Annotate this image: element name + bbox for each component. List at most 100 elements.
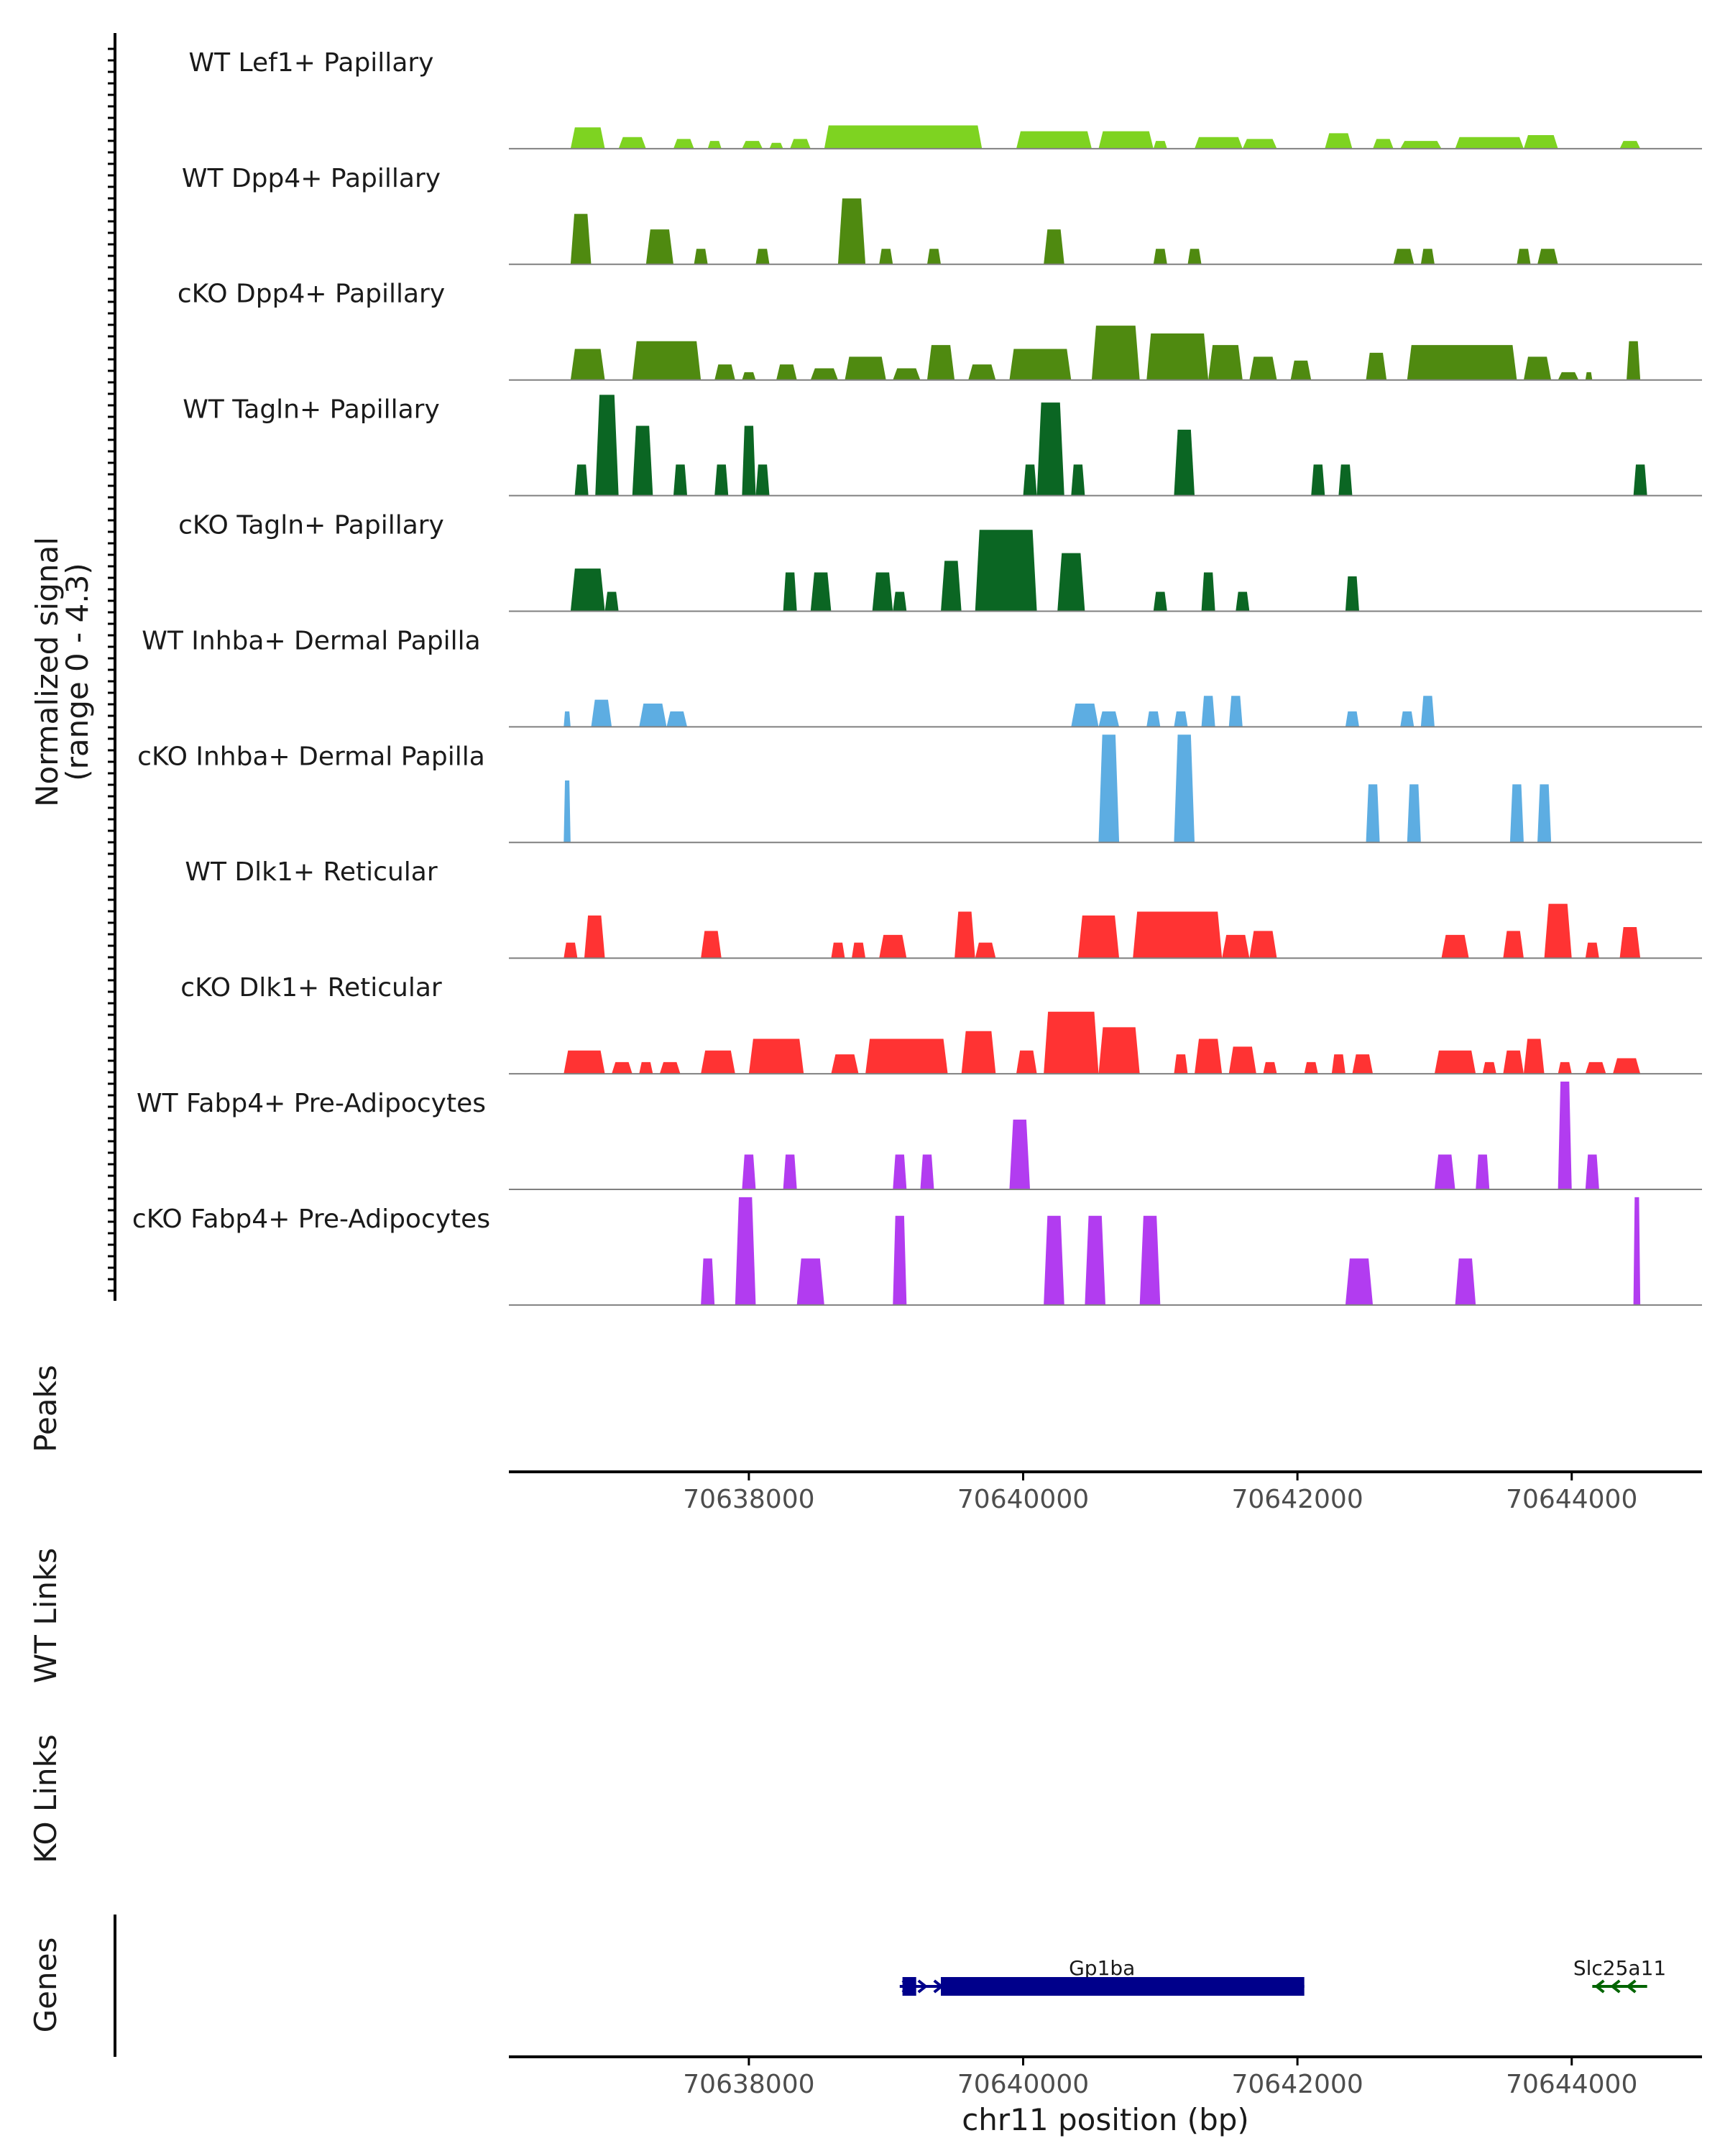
signal-peak (1263, 1061, 1277, 1074)
coverage-tracks: WT Lef1+ Papillary WT Dpp4+ Papillary cKO … (132, 48, 1702, 1306)
signal-peak (1057, 553, 1085, 612)
signal-peak (1558, 1082, 1572, 1189)
strand-arrow (933, 1979, 944, 1994)
signal-peak (1585, 372, 1593, 380)
genes-track-label: Genes (28, 1938, 63, 2033)
track-6: cKO Inhba+ Dermal Papilla (137, 734, 1702, 844)
signal-peak (1633, 1197, 1641, 1305)
peaks-x-axis-ticks: 70638000 70640000 70642000 70644000 (683, 1472, 1637, 1514)
signal-peak (742, 425, 756, 496)
strand-arrow (1186, 1979, 1197, 1994)
track-label: cKO Dlk1+ Reticular (180, 973, 442, 1003)
signal-peak (742, 372, 756, 380)
signal-peak (1509, 784, 1524, 843)
signal-peak (1400, 141, 1442, 149)
signal-peak (1544, 903, 1572, 959)
gene-exon (941, 1977, 1305, 1996)
signal-peak (574, 464, 589, 496)
signal-peak (564, 780, 571, 843)
signal-peak (1228, 1046, 1256, 1074)
signal-peak (1523, 356, 1552, 380)
signal-peak (831, 942, 845, 959)
signal-peak (954, 911, 975, 959)
track-label: cKO Inhba+ Dermal Papilla (137, 742, 485, 771)
track-label: WT Dpp4+ Papillary (182, 164, 441, 193)
signal-peak (570, 349, 605, 380)
wt-links-label: WT Links (28, 1548, 63, 1683)
strand-arrow (965, 1979, 975, 1994)
track-label: cKO Fabp4+ Pre-Adipocytes (132, 1204, 490, 1234)
x-tick-label: 70644000 (1506, 1485, 1637, 1514)
signal-peak (1091, 326, 1140, 380)
signal-peak (776, 364, 797, 380)
signal-peak (824, 125, 983, 149)
signal-peak (1098, 1027, 1140, 1074)
signal-peak (666, 711, 688, 727)
signal-peak (595, 395, 619, 496)
signal-peak (1071, 704, 1099, 727)
coverage-y-axis-ticks (108, 47, 115, 1292)
signal-peak (1044, 1215, 1064, 1305)
strand-arrow (1610, 1979, 1621, 1994)
signal-peak (1420, 696, 1435, 727)
signal-peak (1393, 249, 1414, 264)
signal-peak (893, 1154, 907, 1189)
signal-peak (755, 464, 770, 496)
signal-peak (714, 364, 735, 380)
gene-label: Slc25a11 (1573, 1956, 1666, 1980)
signal-peak (1016, 1050, 1037, 1074)
signal-peak (1523, 135, 1558, 149)
signal-peak (1242, 139, 1277, 149)
signal-peak (1153, 249, 1167, 264)
signal-peak (1036, 402, 1064, 496)
strand-arrow (1012, 1979, 1023, 1994)
signal-peak (1345, 711, 1359, 727)
signal-peak (748, 1038, 804, 1074)
signal-peak (975, 530, 1037, 612)
signal-peak (872, 572, 893, 612)
signal-peak (879, 934, 907, 959)
signal-peak (1044, 229, 1064, 264)
signal-peak (893, 368, 921, 380)
signal-peak (604, 591, 619, 612)
signal-peak (701, 1050, 735, 1074)
signal-peak (735, 1197, 756, 1305)
signal-peak (831, 1054, 859, 1074)
signal-peak (1373, 139, 1394, 149)
signal-peak (564, 942, 578, 959)
signal-peak (1195, 1038, 1223, 1074)
signal-peak (1201, 572, 1215, 612)
signal-peak (1009, 349, 1072, 380)
signal-peak (701, 1258, 715, 1305)
signal-peak (961, 1031, 996, 1074)
signal-peak (783, 572, 797, 612)
signal-peak (769, 142, 783, 149)
track-9: WT Fabp4+ Pre-Adipocytes (137, 1082, 1702, 1190)
signal-peak (570, 213, 592, 264)
track-label: cKO Tagln+ Papillary (178, 511, 444, 540)
signal-peak (1249, 356, 1277, 380)
track-7: WT Dlk1+ Reticular (185, 857, 1702, 959)
strand-arrow (996, 1979, 1007, 1994)
signal-peak (1304, 1061, 1318, 1074)
signal-peak (1407, 784, 1421, 843)
signal-peak (673, 464, 688, 496)
signal-peak (783, 1154, 797, 1189)
signal-peak (968, 364, 996, 380)
signal-peak (612, 1061, 632, 1074)
signal-peak (845, 356, 886, 380)
signal-peak (1441, 934, 1469, 959)
signal-peak (1517, 249, 1531, 264)
track-4: cKO Tagln+ Papillary (178, 511, 1702, 612)
signal-peak (742, 141, 763, 149)
signal-peak (1345, 576, 1359, 612)
signal-peak (1222, 934, 1250, 959)
signal-peak (701, 931, 722, 959)
signal-peak (1366, 352, 1387, 380)
signal-peak (1174, 711, 1188, 727)
signal-peak (1352, 1054, 1374, 1074)
strand-arrow (1154, 1979, 1165, 1994)
signal-peak (1174, 1054, 1188, 1074)
signal-peak (941, 561, 962, 612)
signal-peak (1228, 696, 1243, 727)
